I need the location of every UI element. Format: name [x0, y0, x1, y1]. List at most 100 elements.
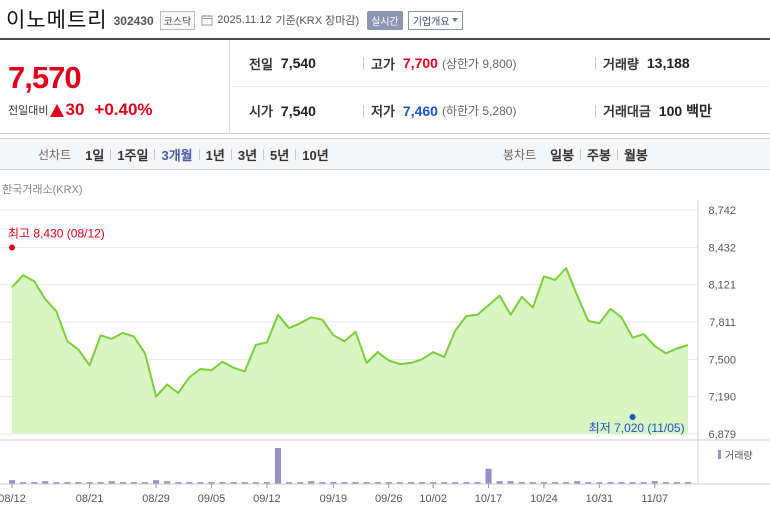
- volume-bar: [574, 481, 581, 484]
- chart-source-label: 한국거래소(KRX): [2, 184, 83, 196]
- market-badge: 코스닥: [159, 10, 196, 30]
- price-area: [12, 268, 688, 434]
- volume-bar: [164, 481, 171, 484]
- divider: [580, 148, 582, 160]
- open-value: 7,540: [280, 102, 316, 119]
- volume-bar: [618, 482, 625, 484]
- price-basis: 기준(KRX 장마감): [275, 15, 360, 27]
- volume-bar: [197, 482, 204, 484]
- volume-bar: [407, 482, 414, 484]
- up-arrow-icon: [50, 103, 65, 117]
- volume-bar: [430, 482, 437, 484]
- divider: [198, 148, 200, 160]
- stock-header: 이노메트리 302430 코스닥 2025.11.12 기준(KRX 장마감) …: [0, 0, 770, 38]
- price-summary: 7,570 전일대비 30 +0.40% 전일 7,540 고가 7,700 (…: [0, 38, 770, 134]
- period-1d[interactable]: 1일: [85, 147, 105, 163]
- prev-close-label: 전일: [249, 56, 273, 72]
- x-tick-label: 10/24: [530, 493, 558, 505]
- price-date: 2025.11.12: [217, 14, 272, 26]
- y-tick-label: 7,500: [708, 354, 736, 366]
- prev-close-value: 7,540: [280, 55, 316, 71]
- trade-amount-label: 거래대금: [603, 104, 651, 119]
- y-tick-label: 8,432: [708, 242, 736, 254]
- volume-bar: [540, 482, 547, 484]
- price-line: [11, 267, 689, 398]
- stock-name: 이노메트리: [6, 9, 108, 32]
- low-point-marker: [629, 414, 636, 421]
- period-5y[interactable]: 5년: [270, 147, 290, 163]
- volume-bar: [552, 482, 559, 484]
- volume-bar: [230, 482, 237, 484]
- volume-bar: [596, 482, 603, 484]
- volume-bar: [640, 482, 647, 484]
- volume-bar: [130, 482, 137, 484]
- volume-bar: [441, 482, 448, 484]
- volume-bar: [385, 482, 392, 484]
- volume-bar: [330, 482, 337, 484]
- y-tick-label: 7,811: [709, 317, 736, 329]
- period-10y[interactable]: 10년: [302, 147, 329, 163]
- volume-bar: [496, 481, 503, 484]
- current-price-panel: 7,570 전일대비 30 +0.40%: [0, 40, 230, 134]
- volume-bar: [651, 481, 658, 484]
- company-overview-button[interactable]: 기업개요: [407, 10, 463, 30]
- volume-bar: [419, 482, 426, 484]
- divider: [363, 104, 364, 117]
- stock-code: 302430: [113, 14, 154, 28]
- volume-bar: [585, 482, 592, 484]
- prev-close: 전일 7,540: [249, 54, 316, 73]
- divider: [616, 148, 618, 160]
- change-label: 전일대비: [8, 105, 49, 117]
- realtime-button[interactable]: 실시간: [367, 10, 403, 30]
- volume-bar: [518, 482, 525, 484]
- volume-legend-label: 거래량: [725, 450, 753, 462]
- period-1y[interactable]: 1년: [205, 147, 225, 163]
- stats-row-1: 전일 7,540 고가 7,700 (상한가 9,800) 거래량 13,188: [231, 40, 770, 87]
- volume-bar: [374, 482, 381, 484]
- volume-bar: [352, 482, 359, 484]
- x-tick-label: 08/12: [0, 493, 26, 505]
- price-change: 전일대비 30 +0.40%: [8, 100, 153, 120]
- chart-toolbar: 선차트 1일 1주일 3개월 1년 3년 5년 10년 봉차트 일봉 주봉 월봉: [0, 138, 770, 170]
- period-1w[interactable]: 1주일: [117, 147, 149, 163]
- volume-bar: [153, 480, 160, 484]
- volume-bar: [529, 482, 536, 484]
- volume-bar: [241, 482, 248, 484]
- candle-monthly[interactable]: 월봉: [623, 147, 648, 163]
- volume-bar: [452, 482, 459, 484]
- price-chart-svg: 8,742 8,432 8,121 7,811 7,500 7,190 6,879 최고 8,…: [0, 200, 770, 505]
- lower-limit: (하한가 5,280): [441, 104, 517, 118]
- volume-bar: [286, 482, 293, 484]
- candle-weekly[interactable]: 주봉: [587, 147, 611, 163]
- period-3m[interactable]: 3개월: [161, 147, 193, 163]
- x-tick-label: 09/12: [253, 493, 281, 505]
- divider: [363, 57, 364, 69]
- volume-bar: [341, 482, 348, 484]
- volume-bar: [20, 482, 27, 484]
- volume-bar: [252, 482, 259, 484]
- candle-daily[interactable]: 일봉: [550, 147, 575, 163]
- volume-bar: [274, 448, 281, 484]
- x-tick-label: 09/19: [320, 493, 348, 505]
- x-tick-label: 10/02: [419, 493, 447, 505]
- volume-bar: [64, 482, 71, 484]
- divider: [110, 148, 112, 160]
- change-amount: 30: [65, 100, 85, 119]
- volume-bar: [297, 482, 304, 484]
- volume-bar: [219, 482, 226, 484]
- volume-bar: [629, 482, 636, 484]
- volume-bar: [607, 482, 614, 484]
- volume-bar: [319, 482, 326, 484]
- divider: [595, 57, 596, 69]
- trade-amount-value: 100 백만: [658, 102, 712, 119]
- line-chart-periods: 선차트 1일 1주일 3개월 1년 3년 5년 10년: [38, 139, 335, 169]
- volume-bar: [662, 482, 669, 484]
- current-price: 7,570: [8, 60, 82, 95]
- trade-amount: 거래대금 100 백만: [595, 101, 712, 121]
- volume-bar: [563, 482, 570, 484]
- period-3y[interactable]: 3년: [237, 147, 258, 163]
- low-value: 7,460: [402, 102, 438, 119]
- high-label: 최고 8,430 (08/12): [8, 227, 105, 241]
- volume-bar: [108, 481, 115, 484]
- high-point-marker: [9, 244, 15, 251]
